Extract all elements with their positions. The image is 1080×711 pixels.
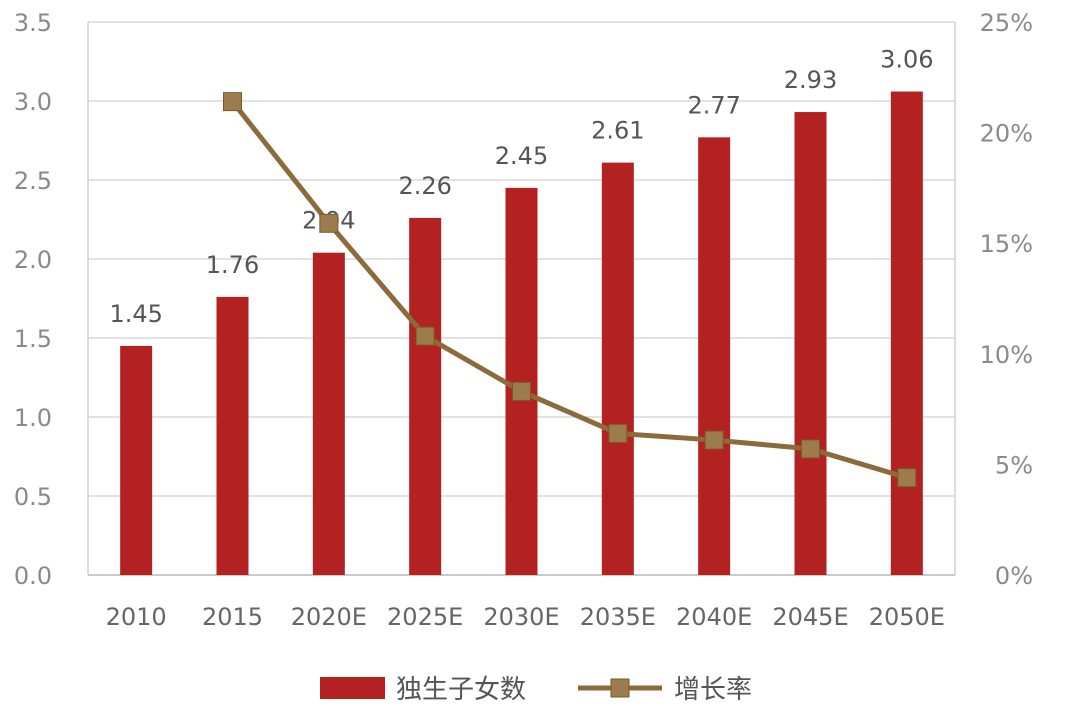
legend-line-marker [610,678,630,698]
x-tick-label: 2035E [580,603,656,631]
left-tick-label: 3.0 [14,88,52,116]
bar-value-label: 3.06 [880,46,933,74]
legend-line-label: 增长率 [674,675,752,705]
bar-value-label: 1.76 [206,251,259,279]
bar-data-labels: 1.451.762.042.262.452.612.772.933.06 [109,46,933,328]
x-tick-label: 2045E [772,603,848,631]
x-tick-label: 2015 [202,603,263,631]
left-tick-label: 1.5 [14,325,52,353]
right-tick-label: 15% [980,230,1033,258]
line-marker [415,326,435,346]
x-tick-label: 2020E [291,603,367,631]
bar [505,187,538,575]
line-marker [897,468,917,488]
legend-bar-label: 独生子女数 [396,675,526,705]
growth-line [230,100,908,481]
left-tick-label: 2.0 [14,246,52,274]
left-tick-label: 2.5 [14,167,52,195]
left-tick-label: 3.5 [14,9,52,37]
line-marker [223,92,242,112]
bar-value-label: 2.26 [398,172,451,200]
bar [890,91,923,576]
x-tick-label: 2025E [387,603,463,631]
line-marker [512,381,531,401]
x-tick-label: 2040E [676,603,752,631]
legend: 独生子女数 增长率 [320,675,752,705]
x-tick-label: 2010 [106,603,167,631]
bar [120,345,153,575]
bar-value-label: 2.77 [687,91,740,119]
left-y-axis: 0.0 0.5 1.0 1.5 2.0 2.5 3.0 3.5 [14,9,52,590]
line-marker [704,430,724,450]
bar-value-label: 2.45 [495,142,548,170]
line-marker [608,423,628,443]
right-tick-label: 5% [995,451,1033,479]
right-tick-label: 10% [980,341,1033,369]
bar [698,137,731,575]
right-y-axis: 0% 5% 10% 15% 20% 25% [980,9,1033,590]
bar [794,112,827,575]
line-marker [319,213,339,233]
bar [409,217,442,576]
line-marker [801,439,820,459]
left-tick-label: 1.0 [14,404,52,432]
bar-series [120,91,923,576]
x-tick-label: 2030E [483,603,559,631]
bar [601,162,634,575]
right-tick-label: 0% [995,562,1033,590]
legend-bar-swatch [320,677,385,699]
bar [312,252,345,575]
right-tick-label: 25% [980,9,1033,37]
right-tick-label: 20% [980,120,1033,148]
x-axis: 2010 2015 2020E 2025E 2030E 2035E 2040E 2045E 20… [106,603,945,631]
bar-value-label: 2.61 [591,117,644,145]
bar [216,296,249,575]
line-series [223,92,917,488]
left-tick-label: 0.0 [14,562,52,590]
x-tick-label: 2050E [869,603,945,631]
bar-value-label: 2.93 [784,66,837,94]
left-tick-label: 0.5 [14,483,52,511]
bar-value-label: 1.45 [109,300,162,328]
